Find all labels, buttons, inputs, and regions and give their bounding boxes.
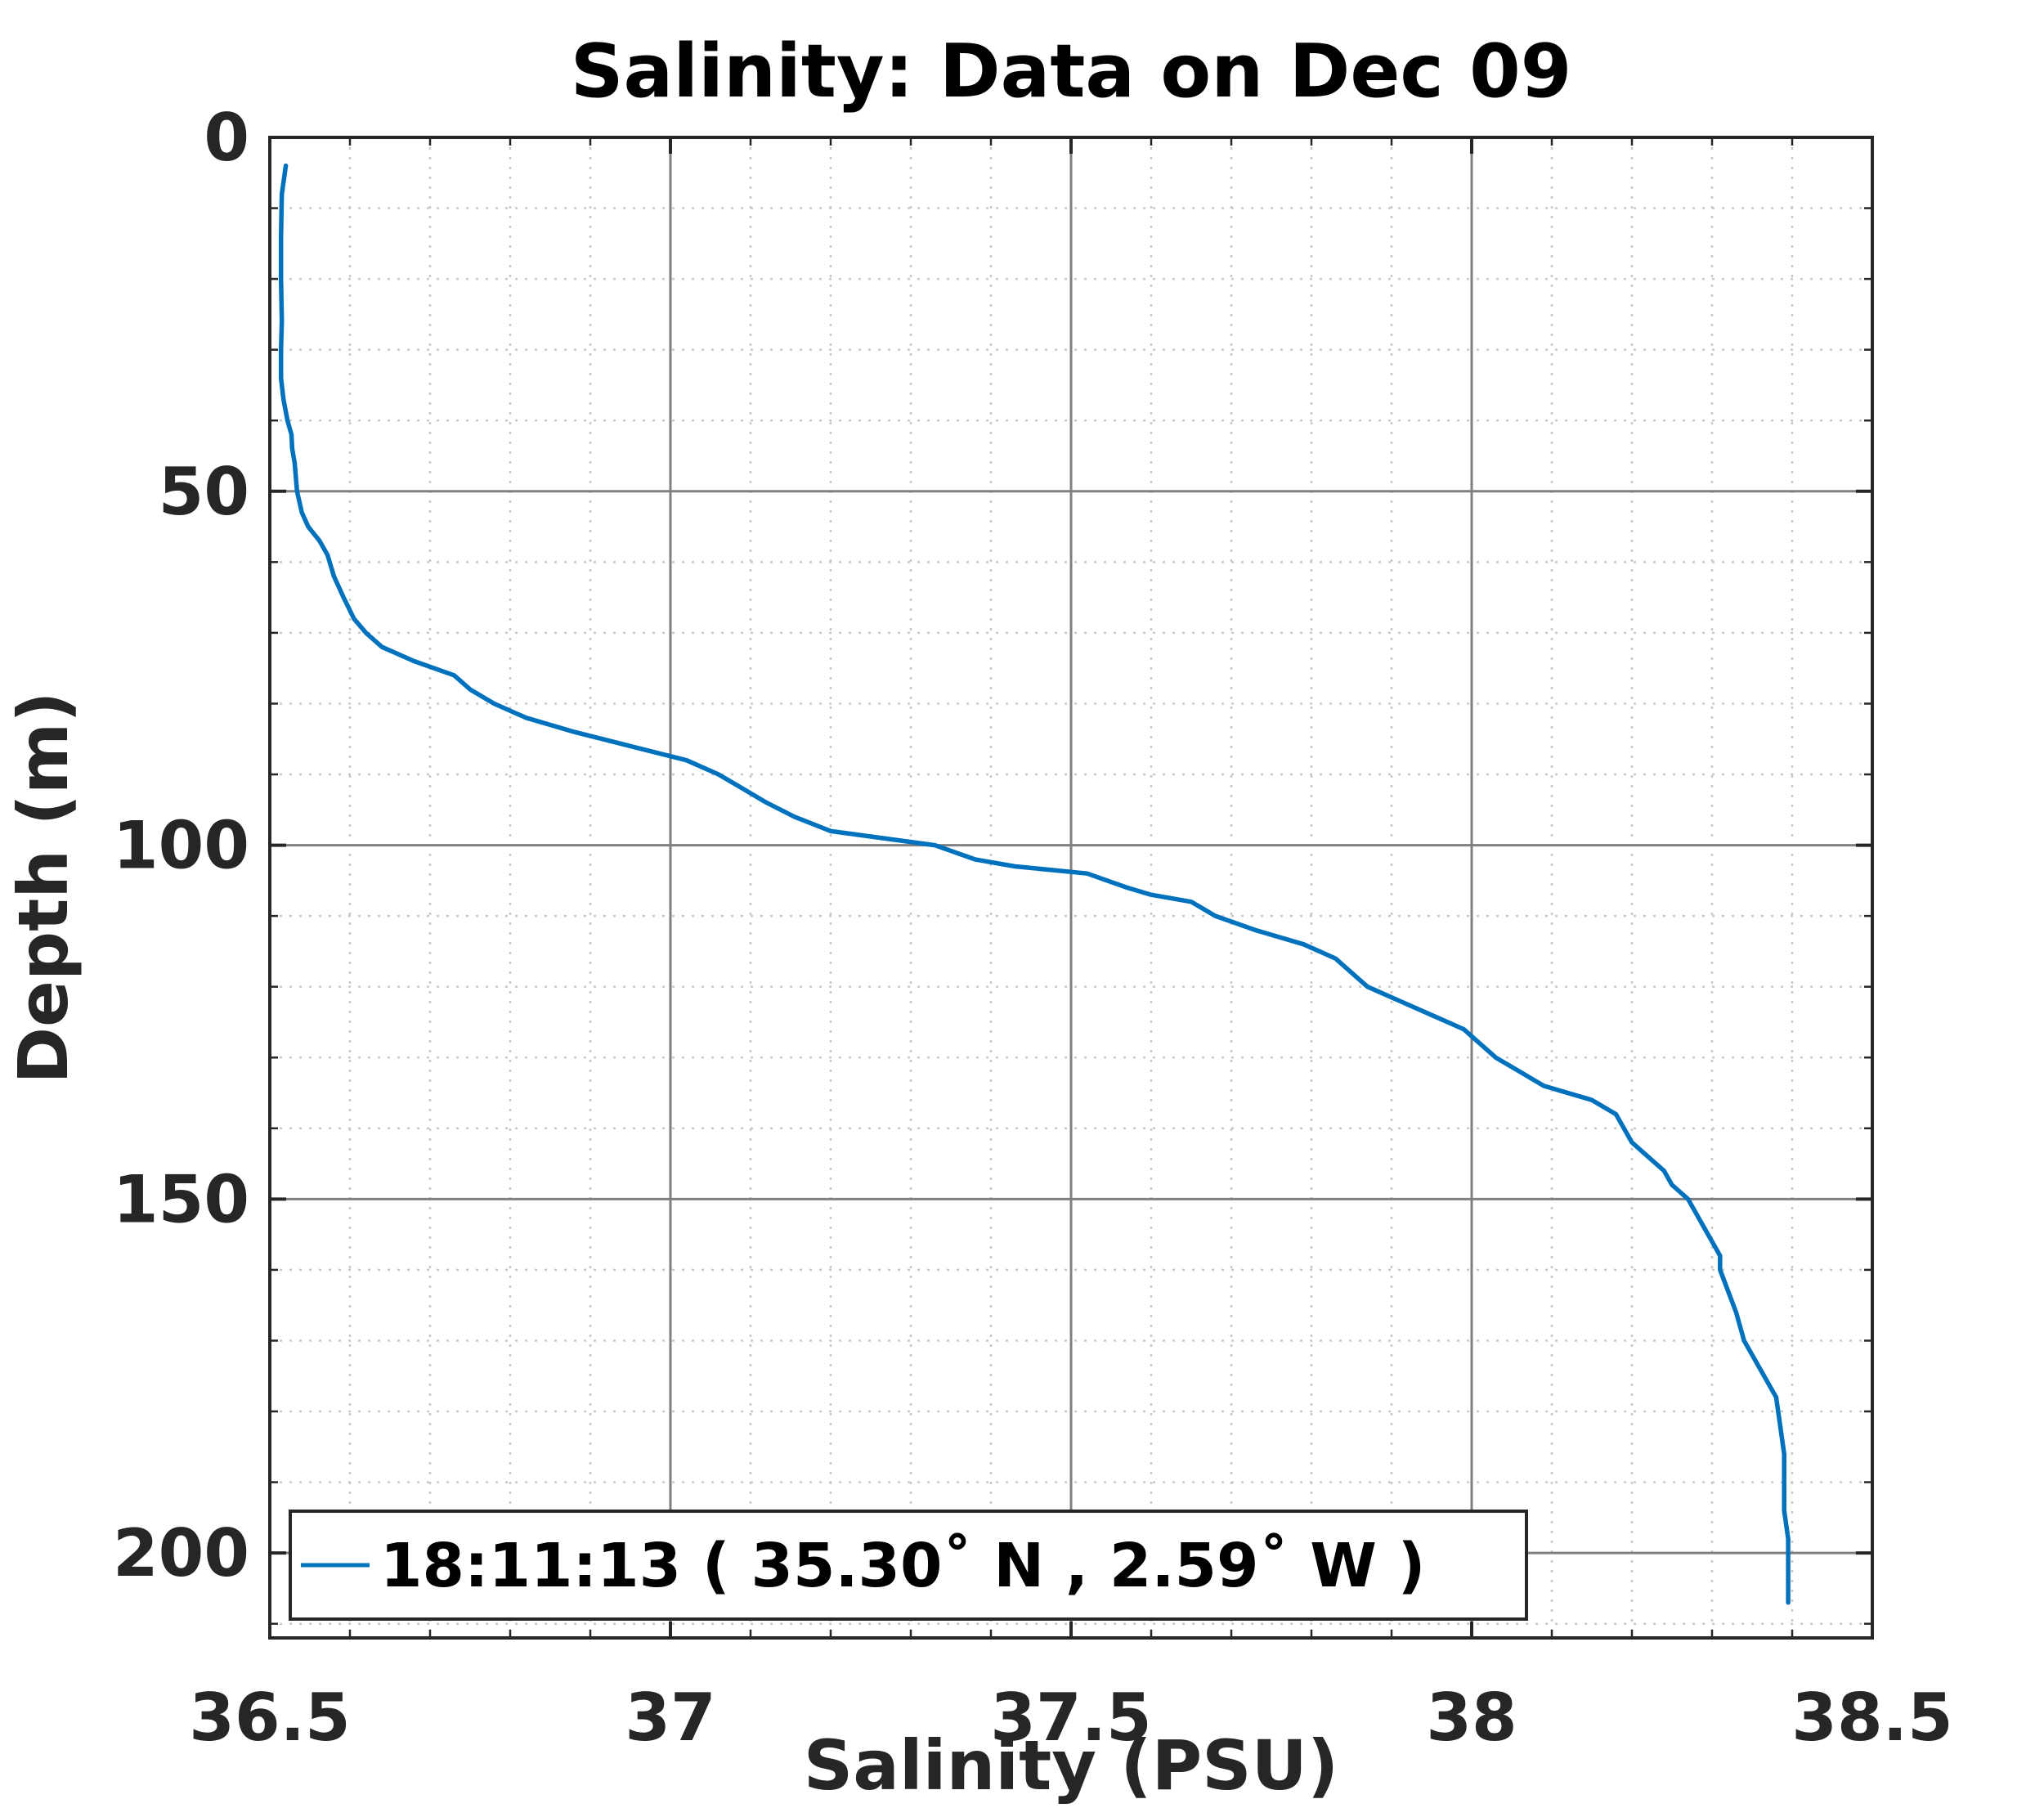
x-tick-label: 36.5 <box>189 1680 350 1756</box>
series-line-salinity <box>278 163 1791 1605</box>
x-tick-label: 37.5 <box>990 1680 1151 1756</box>
chart-title: Salinity: Data on Dec 09 <box>571 29 1572 114</box>
legend-box <box>289 1510 1528 1621</box>
y-tick-label: 100 <box>113 808 249 884</box>
x-tick-label: 37 <box>625 1680 715 1756</box>
series-layer <box>278 163 1791 1605</box>
x-axis-label: Salinity (PSU) <box>804 1725 1339 1806</box>
minor-grid <box>270 137 1872 1638</box>
legend-label: 18:11:13 ( 35.30˚ N , 2.59˚ W ) <box>380 1531 1425 1601</box>
x-tick-label: 38 <box>1426 1680 1517 1756</box>
major-grid <box>270 137 1872 1638</box>
y-tick-label: 150 <box>113 1161 249 1237</box>
legend[interactable]: 18:11:13 ( 35.30˚ N , 2.59˚ W ) <box>289 1510 1528 1621</box>
y-tick-label: 50 <box>159 454 249 530</box>
x-tick-label: 38.5 <box>1791 1680 1952 1756</box>
y-tick-label: 200 <box>113 1515 249 1591</box>
y-axis-label: Depth (m) <box>3 691 83 1083</box>
x-tick-labels: 36.5 37 37.5 38 38.5 <box>189 1680 1952 1756</box>
tick-marks <box>268 136 1874 1638</box>
y-tick-labels: 0 50 100 150 200 <box>113 100 249 1591</box>
y-tick-label: 0 <box>204 100 249 176</box>
